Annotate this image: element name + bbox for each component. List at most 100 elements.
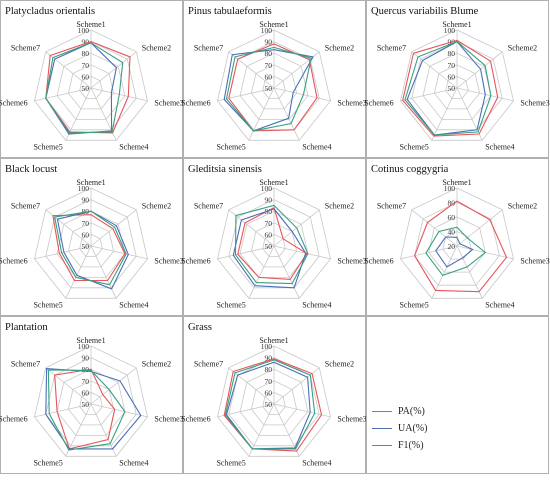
axis-label-scheme3: Scheme3 [154,415,183,424]
grid-spoke [431,245,458,299]
tick-label: 100 [78,342,90,351]
axis-label-scheme7: Scheme7 [194,360,223,369]
grid-ring [422,52,492,120]
axis-label-scheme3: Scheme3 [154,99,183,108]
chart-legend: PA(%) UA(%) F1(%) [372,403,542,454]
series-ua [406,40,486,136]
series-f1 [54,210,127,286]
tick-label: 70 [265,61,273,70]
axis-label-scheme4: Scheme4 [302,459,331,468]
tick-label: 50 [82,242,90,251]
series-ua [435,236,474,268]
grid-spoke [228,51,275,89]
tick-label: 80 [448,49,456,58]
axis-label-scheme1: Scheme1 [259,178,288,187]
axis-label-scheme6: Scheme6 [181,99,210,108]
grid-spoke [34,403,92,418]
grid-spoke [217,245,275,260]
grid-ring [56,368,126,436]
axis-label-scheme6: Scheme6 [181,415,210,424]
panel-title: Gleditsia sinensis [188,164,262,175]
grid-ring [262,233,286,257]
series-ua [45,368,142,450]
grid-spoke [248,87,275,141]
radar-panel-plantation: Plantation5060708090100Scheme1Scheme2Sch… [0,316,184,474]
tick-label: 50 [82,84,90,93]
axis-label-scheme5: Scheme5 [399,301,428,310]
axis-label-scheme6: Scheme6 [0,257,28,266]
panel-border [366,0,549,158]
axis-label-scheme4: Scheme4 [302,301,331,310]
radar-panel-quercus-variabilis-blume: Quercus variabilis Blume5060708090100Sch… [364,0,550,158]
legend-label-pa: PA(%) [398,406,425,417]
axis-label-scheme1: Scheme1 [76,336,105,345]
series-f1 [224,359,316,450]
grid-spoke [248,403,275,457]
series-pa [228,43,318,132]
panel-border [183,158,366,316]
grid-spoke [456,245,483,299]
axis-label-scheme1: Scheme1 [442,20,471,29]
legend-label-ua: UA(%) [398,423,428,434]
axis-label-scheme7: Scheme7 [377,44,406,53]
tick-label: 40 [448,228,456,237]
grid-ring [250,64,298,110]
series-ua [56,210,129,290]
series-pa [413,200,508,293]
axis-label-scheme7: Scheme7 [377,202,406,211]
tick-label: 80 [265,365,273,374]
axis-label-scheme1: Scheme1 [76,20,105,29]
legend-item-f1: F1(%) [372,437,542,454]
grid-ring [67,380,115,426]
tick-label: 70 [82,61,90,70]
legend-swatch-f1 [372,445,392,446]
axis-label-scheme6: Scheme6 [181,257,210,266]
panel-border [0,316,183,474]
axis-label-scheme3: Scheme3 [337,99,366,108]
axis-label-scheme2: Scheme2 [325,360,354,369]
tick-label: 70 [448,61,456,70]
axis-label-scheme7: Scheme7 [11,44,40,53]
grid-spoke [65,403,92,457]
grid-ring [217,29,331,141]
tick-label: 60 [82,72,90,81]
series-f1 [45,42,124,134]
series-pa [237,206,308,280]
axis-label-scheme2: Scheme2 [142,202,171,211]
axis-label-scheme2: Scheme2 [142,360,171,369]
grid-spoke [34,87,92,102]
grid-ring [428,216,486,273]
grid-ring [34,29,148,141]
axis-label-scheme4: Scheme4 [485,143,514,152]
grid-ring [400,187,514,299]
axis-label-scheme7: Scheme7 [194,44,223,53]
grid-ring [56,210,126,278]
axis-label-scheme2: Scheme2 [508,202,537,211]
axis-label-scheme6: Scheme6 [0,99,28,108]
axis-label-scheme5: Scheme5 [216,301,245,310]
radar-panel-black-locust: Black locust5060708090100Scheme1Scheme2S… [0,158,184,316]
grid-ring [56,52,126,120]
series-f1 [425,226,487,277]
panel-border [183,0,366,158]
axis-label-scheme1: Scheme1 [442,178,471,187]
grid-ring [262,391,286,415]
tick-label: 80 [82,49,90,58]
grid-spoke [273,245,331,260]
legend-item-pa: PA(%) [372,403,542,420]
tick-label: 90 [82,38,90,47]
axis-label-scheme6: Scheme6 [364,99,393,108]
legend-panel-border [366,316,549,474]
axis-label-scheme3: Scheme3 [520,257,549,266]
grid-ring [239,210,309,278]
tick-label: 100 [261,184,273,193]
panel-title: Platycladus orientalis [5,6,95,17]
series-pa [223,358,323,452]
tick-label: 100 [261,26,273,35]
tick-label: 90 [82,196,90,205]
panel-border [0,0,183,158]
tick-label: 80 [448,199,456,208]
grid-spoke [45,367,92,405]
axis-label-scheme1: Scheme1 [76,178,105,187]
